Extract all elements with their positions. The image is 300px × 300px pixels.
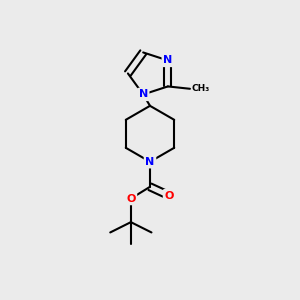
Text: N: N	[163, 56, 172, 65]
Text: N: N	[146, 157, 154, 167]
Text: O: O	[126, 194, 136, 204]
Text: N: N	[139, 89, 148, 99]
Text: O: O	[164, 190, 174, 201]
Text: CH₃: CH₃	[191, 84, 210, 93]
